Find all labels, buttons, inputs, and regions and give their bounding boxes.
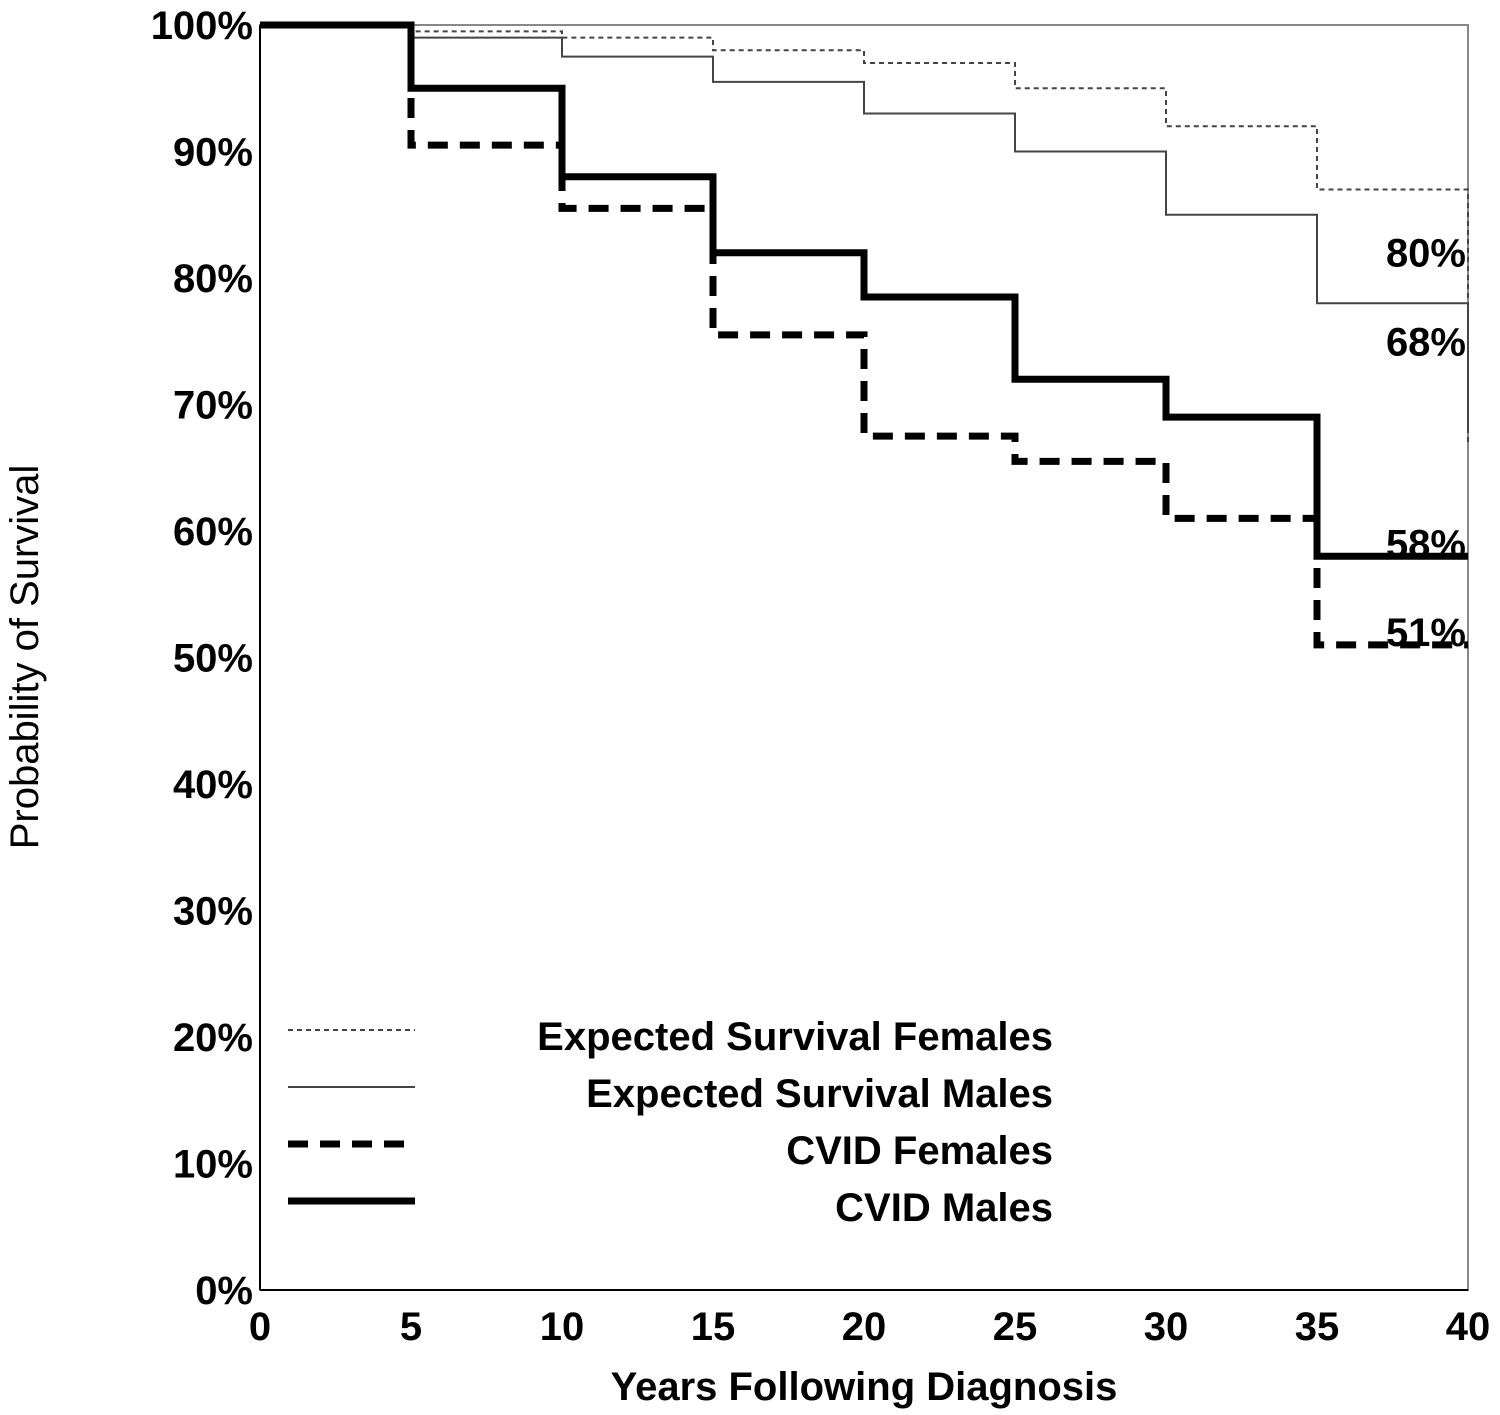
x-tick-label: 5: [400, 1305, 422, 1349]
y-tick-label: 50%: [173, 637, 253, 681]
legend-label: CVID Females: [786, 1129, 1053, 1173]
legend-label: CVID Males: [835, 1186, 1053, 1230]
legend-label: Expected Survival Males: [586, 1072, 1053, 1116]
series-lines: [260, 21, 1469, 649]
y-axis-title: Probability of Survival: [3, 465, 47, 850]
y-tick-label: 10%: [173, 1143, 253, 1187]
legend-label: Expected Survival Females: [537, 1015, 1053, 1059]
x-tick-label: 25: [993, 1305, 1038, 1349]
y-tick-label: 100%: [151, 4, 253, 48]
y-tick-label: 0%: [195, 1269, 253, 1313]
end-value-label: 58%: [1386, 523, 1466, 567]
series-line-3: [260, 21, 1468, 649]
y-tick-label: 30%: [173, 890, 253, 934]
x-tick-label: 30: [1144, 1305, 1189, 1349]
y-tick-label: 60%: [173, 510, 253, 554]
end-value-labels: 80% 68% 58% 51%: [1386, 232, 1466, 656]
y-tick-label: 20%: [173, 1016, 253, 1060]
series-line-4: [260, 21, 1468, 560]
series-line-1: [260, 24, 1469, 443]
x-tick-label: 0: [249, 1305, 271, 1349]
x-tick-labels: 0 5 10 15 20 25 30 35 40: [249, 1305, 1490, 1349]
end-value-label: 80%: [1386, 232, 1466, 276]
end-value-label: 68%: [1386, 320, 1466, 364]
x-axis-title: Years Following Diagnosis: [611, 1365, 1118, 1409]
legend: Expected Survival Females Expected Surviv…: [288, 1015, 1053, 1230]
y-tick-label: 70%: [173, 384, 253, 428]
x-tick-label: 40: [1446, 1305, 1491, 1349]
series-line-2: [260, 24, 1469, 430]
y-tick-label: 80%: [173, 257, 253, 301]
x-tick-label: 35: [1295, 1305, 1340, 1349]
y-tick-labels: 0% 10% 20% 30% 40% 50% 60% 70% 80% 90% 100%: [151, 4, 253, 1313]
y-tick-label: 90%: [173, 131, 253, 175]
x-tick-label: 15: [691, 1305, 736, 1349]
x-tick-label: 20: [842, 1305, 887, 1349]
x-tick-label: 10: [540, 1305, 585, 1349]
end-value-label: 51%: [1386, 611, 1466, 655]
y-tick-label: 40%: [173, 763, 253, 807]
